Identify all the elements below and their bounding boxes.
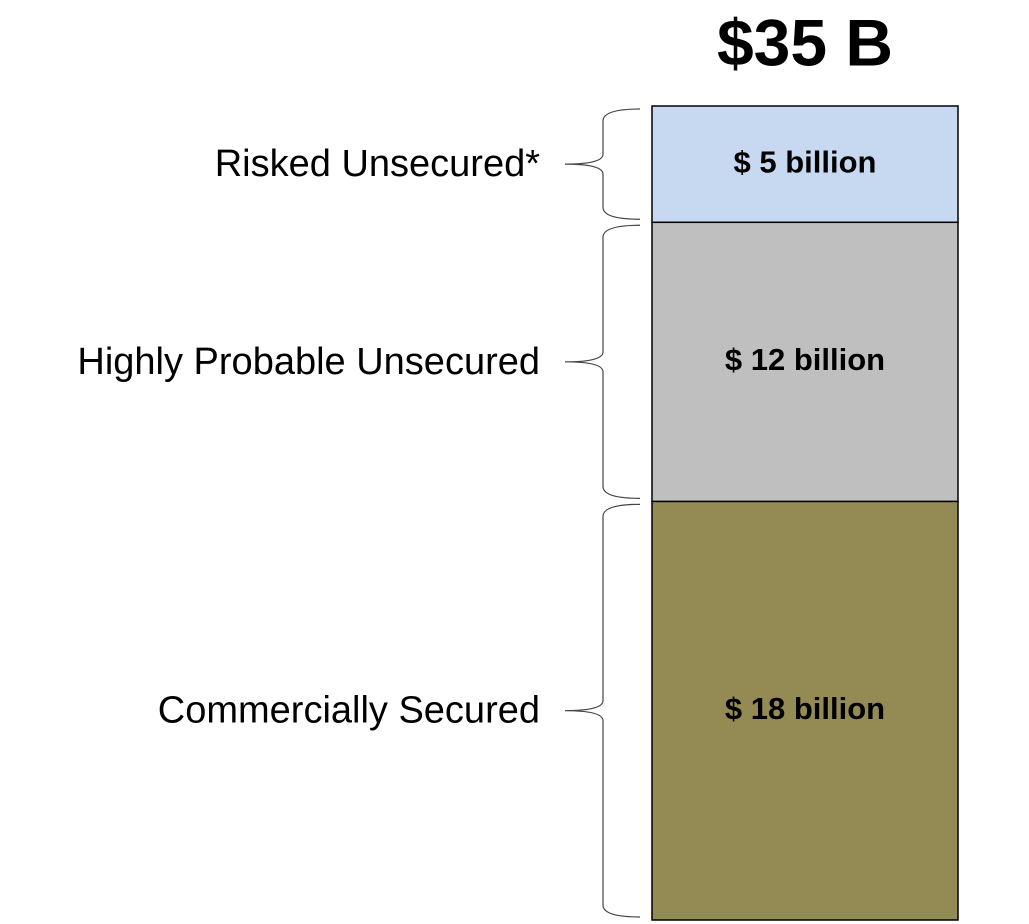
value-label: $ 5 billion <box>734 144 877 179</box>
legend-label: Risked Unsecured* <box>215 143 540 185</box>
bar-segment <box>651 500 959 921</box>
bar-segment <box>651 221 959 503</box>
value-label: $ 18 billion <box>725 691 885 726</box>
brace <box>564 108 641 220</box>
value-label: $ 12 billion <box>725 342 885 377</box>
bar-segment <box>651 105 959 224</box>
legend-label: Highly Probable Unsecured <box>77 341 540 383</box>
brace <box>564 224 641 499</box>
chart-title: $35 B <box>717 5 893 79</box>
legend-label: Commercially Secured <box>158 690 540 732</box>
brace <box>564 503 641 918</box>
